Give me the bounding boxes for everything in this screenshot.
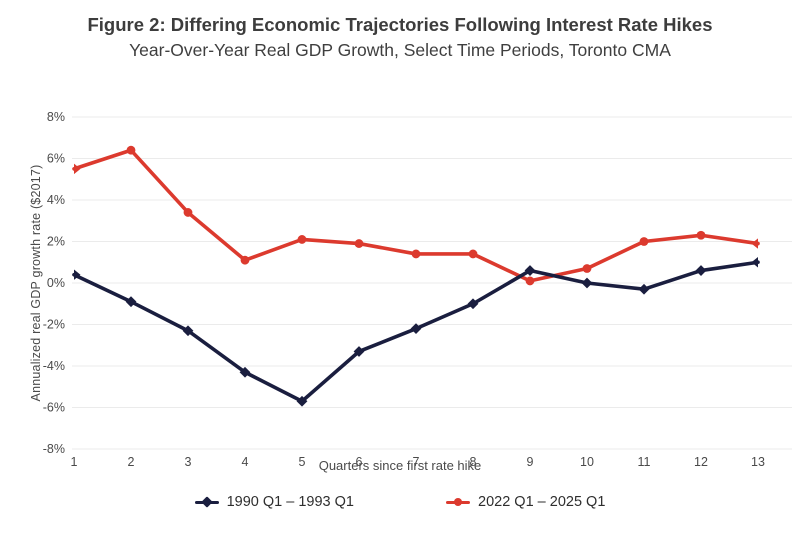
chart-subtitle: Year-Over-Year Real GDP Growth, Select T… [129,40,671,60]
data-point-1990-q6 [353,346,365,357]
x-tick-label: 6 [356,455,363,469]
data-point-2022-q8 [468,249,478,259]
gdp-growth-line-chart: 8% 6% 4% 2% 0% -2% -4% -6% -8% 1 2 3 4 5 6 7 8 9 10 11 12 13 … [0,94,800,478]
data-point-2022-q13 [751,238,758,249]
y-tick-label: 0% [47,276,65,290]
x-tick-label: 12 [694,455,708,469]
data-point-2022-q12 [696,230,706,240]
x-tick-label: 13 [751,455,765,469]
data-point-2022-q9 [525,276,535,286]
y-tick-label: -6% [43,401,65,415]
data-point-1990-q5 [296,395,308,407]
data-point-2022-q10 [582,264,592,273]
data-point-1990-q9 [524,265,536,276]
y-tick-label: 2% [47,235,65,249]
data-point-2022-q7 [411,249,421,259]
x-tick-label: 5 [299,455,306,469]
y-tick-label: 4% [47,193,65,207]
data-point-2022-q1 [74,163,81,175]
data-point-1990-q4 [239,366,251,378]
legend-marker-1990-icon [194,496,219,508]
x-tick-label: 10 [580,455,594,469]
y-tick-label: 8% [47,110,65,124]
y-tick-label: 6% [47,152,65,166]
data-point-2022-q2 [126,145,136,155]
x-tick-label: 2 [128,455,135,469]
data-point-2022-q5 [297,235,307,244]
x-tick-label: 4 [242,455,249,469]
data-point-1990-q13 [751,257,758,268]
data-point-1990-q12 [695,265,707,276]
y-tick-label: -4% [43,359,65,373]
data-point-2022-q4 [240,255,250,265]
data-point-1990-q3 [182,325,194,337]
plot-area: 8%6%4%2%0%-2%-4%-6%-8%1 2 3 4 5 6 7 8 9 10 11 12 13 [43,110,792,469]
legend-item-1990: 1990 Q1 – 1993 Q1 [194,494,354,510]
x-tick-label: 3 [185,455,192,469]
legend-marker-2022-icon [446,497,470,507]
data-point-1990-q2 [125,296,137,308]
x-axis-title: Quarters since first rate hike [318,458,482,473]
data-point-1990-q7 [410,323,422,335]
x-tick-label: 9 [527,455,534,469]
series-line-2022 [72,148,760,283]
x-tick-label: 1 [71,455,78,469]
x-tick-label: 7 [413,455,420,469]
legend-label-2022: 2022 Q1 – 2025 Q1 [478,494,606,510]
y-tick-label: -2% [43,318,65,332]
data-point-2022-q11 [639,237,649,246]
data-point-2022-q3 [183,208,193,217]
data-point-1990-q1 [74,269,81,280]
legend-label-1990: 1990 Q1 – 1993 Q1 [226,494,354,510]
data-point-2022-q6 [354,239,364,248]
y-tick-label: -8% [43,442,65,456]
data-point-1990-q10 [581,277,593,289]
legend-item-2022: 2022 Q1 – 2025 Q1 [446,494,605,510]
x-tick-label: 11 [638,455,651,469]
y-axis-title: Annualized real GDP growth rate ($2017) [29,164,43,402]
data-point-1990-q8 [467,298,479,310]
legend: 1990 Q1 – 1993 Q1 2022 Q1 – 2025 Q1 [0,494,800,510]
chart-header: Figure 2: Differing Economic Trajectorie… [0,0,800,62]
data-point-1990-q11 [638,283,650,295]
chart-title: Figure 2: Differing Economic Trajectorie… [87,14,713,35]
x-tick-label: 8 [470,455,477,469]
